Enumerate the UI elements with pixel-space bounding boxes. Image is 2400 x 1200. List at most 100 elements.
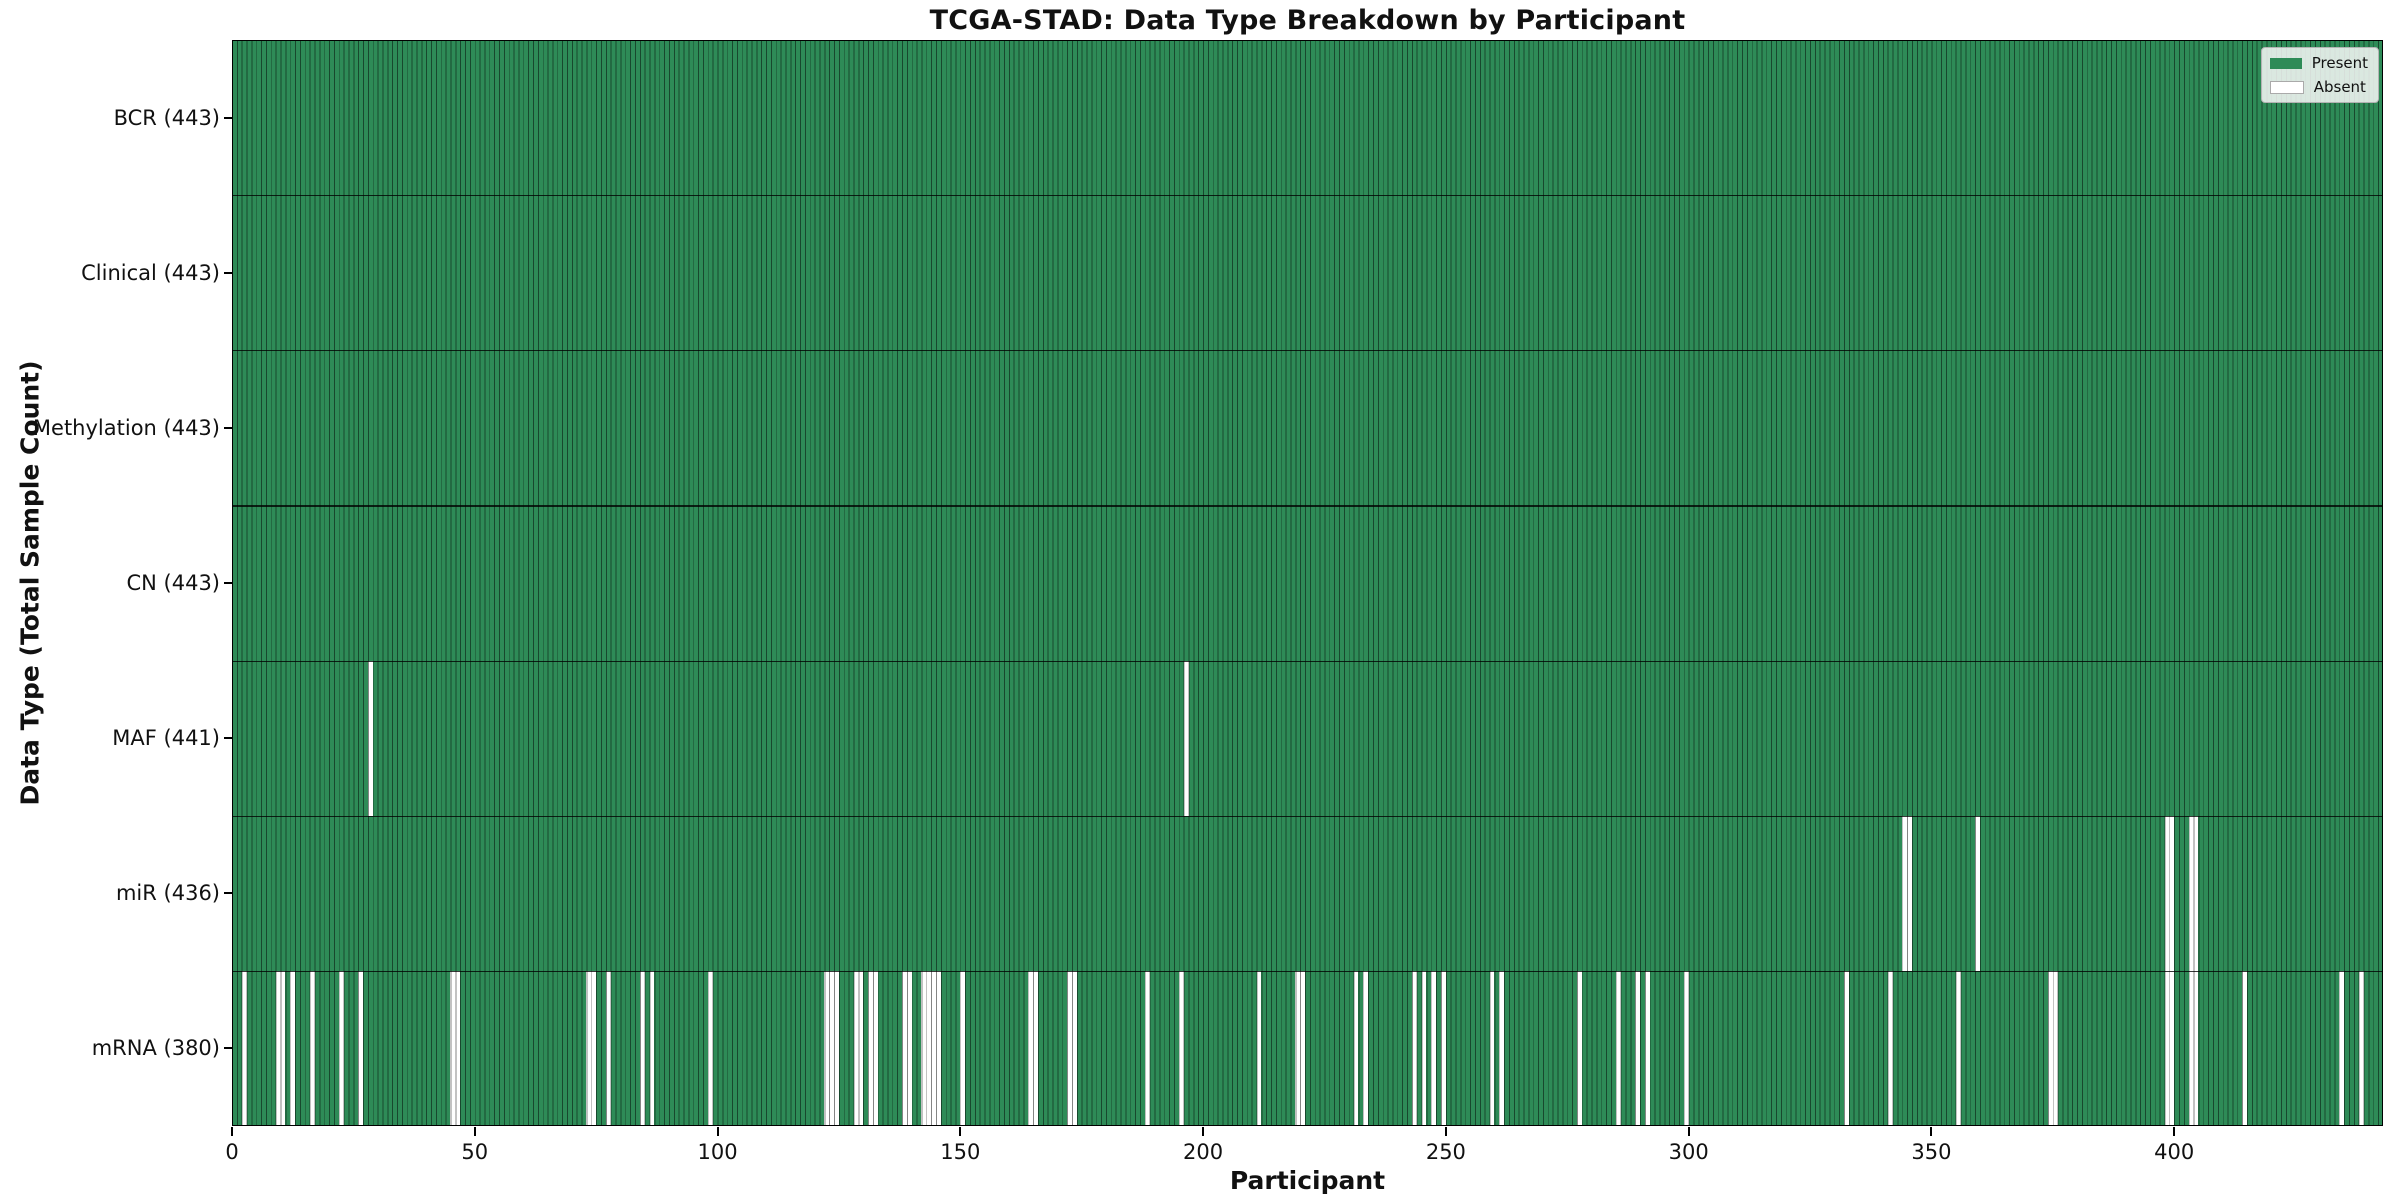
absent-cell-mRNA-16: [309, 970, 315, 1126]
xtick-mark: [2173, 1127, 2176, 1136]
absent-cell-mRNA-98: [707, 970, 713, 1126]
absent-cell-mRNA-332: [1844, 970, 1849, 1126]
xtick-mark: [1687, 1127, 1690, 1136]
absent-cell-miR-344: [1902, 815, 1908, 971]
absent-cell-mRNA-247: [1431, 970, 1437, 1126]
legend-item-absent: Absent: [2269, 78, 2368, 96]
ytick-label-Methylation: Methylation (443): [32, 415, 220, 440]
absent-cell-mRNA-131: [868, 970, 873, 1126]
xtick-label-300: 300: [1668, 1140, 1709, 1164]
ytick-label-BCR: BCR (443): [113, 105, 220, 130]
absent-cell-mRNA-291: [1644, 970, 1650, 1126]
absent-cell-mRNA-233: [1363, 970, 1369, 1126]
absent-cell-mRNA-10: [280, 970, 286, 1126]
absent-cell-mRNA-219: [1295, 970, 1301, 1126]
absent-cell-miR-399: [2169, 815, 2175, 971]
ytick-label-mRNA: mRNA (380): [91, 1036, 220, 1061]
absent-cell-mRNA-403: [2188, 970, 2194, 1126]
ytick-mark: [224, 116, 232, 119]
legend-swatch-absent: [2269, 80, 2304, 94]
absent-cell-mRNA-231: [1353, 970, 1359, 1126]
absent-cell-mRNA-86: [649, 970, 655, 1126]
absent-cell-mRNA-128: [853, 970, 859, 1126]
ytick-mark: [224, 892, 232, 895]
absent-cell-mRNA-142: [921, 970, 927, 1126]
absent-cell-mRNA-195: [1178, 970, 1184, 1126]
absent-cell-mRNA-299: [1683, 970, 1689, 1126]
absent-cell-MAF-196: [1183, 660, 1189, 816]
absent-cell-mRNA-220: [1300, 970, 1306, 1126]
absent-cell-mRNA-9: [275, 970, 281, 1126]
ytick-mark: [224, 737, 232, 740]
absent-cell-mRNA-73: [586, 970, 592, 1126]
absent-cell-mRNA-211: [1256, 970, 1262, 1126]
row-CN: [232, 505, 2383, 660]
x-axis-label: Participant: [1229, 1166, 1386, 1195]
absent-cell-mRNA-172: [1067, 970, 1072, 1126]
absent-cell-mRNA-404: [2193, 970, 2199, 1126]
absent-cell-mRNA-132: [872, 970, 878, 1126]
row-BCR: [232, 40, 2383, 195]
absent-cell-mRNA-355: [1955, 970, 1961, 1126]
absent-cell-miR-359: [1975, 815, 1980, 971]
xtick-label-350: 350: [1911, 1140, 1952, 1164]
absent-cell-miR-398: [2164, 815, 2170, 971]
absent-cell-mRNA-123: [829, 970, 835, 1126]
absent-cell-mRNA-259: [1489, 970, 1495, 1126]
ytick-label-CN: CN (443): [126, 571, 220, 595]
absent-cell-mRNA-249: [1441, 970, 1446, 1126]
absent-cell-mRNA-261: [1499, 970, 1505, 1126]
absent-cell-mRNA-2: [241, 970, 247, 1126]
xtick-mark: [1930, 1127, 1933, 1136]
absent-cell-mRNA-143: [926, 970, 932, 1126]
absent-cell-mRNA-375: [2052, 970, 2058, 1126]
absent-cell-mRNA-138: [902, 970, 907, 1126]
absent-cell-mRNA-84: [639, 970, 645, 1126]
xtick-label-200: 200: [1183, 1140, 1224, 1164]
absent-cell-miR-404: [2193, 815, 2199, 971]
row-mRNA: [232, 970, 2383, 1126]
xtick-label-100: 100: [697, 1140, 738, 1164]
absent-cell-mRNA-289: [1635, 970, 1641, 1126]
absent-cell-mRNA-26: [358, 970, 364, 1126]
row-Methylation: [232, 350, 2383, 505]
legend-label-present: Present: [2311, 54, 2368, 72]
row-separator: [232, 505, 2383, 507]
absent-cell-mRNA-285: [1615, 970, 1621, 1126]
absent-cell-mRNA-139: [906, 970, 912, 1126]
ytick-label-miR: miR (436): [115, 881, 220, 906]
absent-cell-mRNA-45: [450, 970, 456, 1126]
absent-cell-mRNA-277: [1576, 970, 1582, 1126]
absent-cell-mRNA-46: [455, 970, 461, 1126]
ytick-mark: [224, 271, 232, 274]
absent-cell-mRNA-243: [1411, 970, 1417, 1126]
absent-cell-mRNA-434: [2339, 970, 2345, 1126]
absent-cell-mRNA-145: [936, 970, 941, 1126]
row-separator: [232, 195, 2383, 197]
chart-title: TCGA-STAD: Data Type Breakdown by Partic…: [929, 5, 1686, 36]
xtick-label-50: 50: [461, 1140, 489, 1164]
legend-item-present: Present: [2269, 54, 2368, 72]
absent-cell-mRNA-74: [591, 970, 597, 1126]
absent-cell-mRNA-150: [960, 970, 966, 1126]
xtick-label-150: 150: [940, 1140, 981, 1164]
row-separator: [232, 970, 2383, 973]
absent-cell-mRNA-122: [824, 970, 830, 1126]
absent-cell-mRNA-398: [2164, 970, 2170, 1126]
absent-cell-mRNA-374: [2047, 970, 2053, 1126]
legend-label-absent: Absent: [2313, 78, 2366, 96]
absent-cell-MAF-28: [367, 660, 373, 816]
row-separator: [232, 815, 2383, 817]
row-separator: [232, 350, 2383, 352]
xtick-mark: [959, 1127, 962, 1136]
absent-cell-mRNA-245: [1421, 970, 1427, 1126]
ytick-label-MAF: MAF (441): [112, 726, 220, 751]
absent-cell-mRNA-414: [2242, 970, 2248, 1126]
ytick-mark: [224, 582, 232, 584]
ytick-mark: [224, 1047, 232, 1050]
ytick-mark: [224, 426, 232, 429]
absent-cell-mRNA-22: [338, 970, 344, 1126]
row-MAF: [232, 660, 2383, 816]
absent-cell-mRNA-144: [931, 970, 937, 1126]
